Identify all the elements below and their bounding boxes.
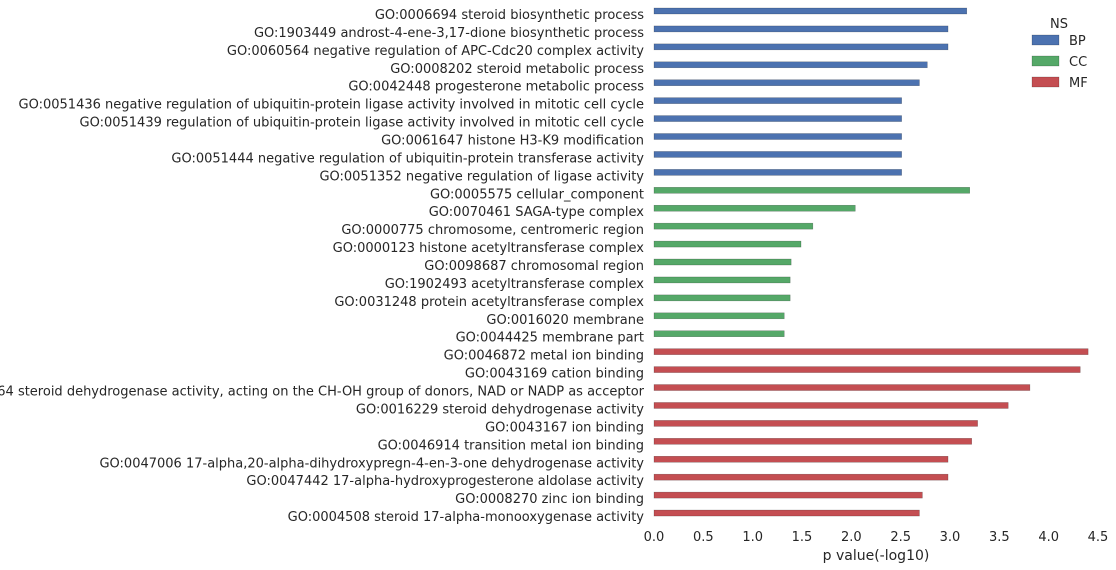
category-label: GO:0098687 chromosomal region	[424, 259, 644, 274]
category-label: GO:0000123 histone acetyltransferase com…	[333, 241, 645, 256]
bar-mf	[653, 402, 1009, 409]
category-label: GO:0051439 regulation of ubiquitin-prote…	[80, 116, 644, 131]
bar-mf	[653, 438, 972, 445]
x-axis-label: p value(-log10)	[823, 548, 930, 564]
x-tick-label: 3.0	[940, 530, 961, 545]
bar-cc	[653, 222, 814, 230]
category-labels: GO:0006694 steroid biosynthetic process G…	[0, 8, 645, 525]
bar-mf	[653, 509, 920, 517]
bar-mf	[653, 491, 923, 499]
category-label: GO:0070461 SAGA-type complex	[429, 205, 645, 220]
bar-mf	[653, 456, 949, 463]
bar-bp	[653, 169, 902, 176]
x-tick-label: 4.0	[1038, 530, 1059, 545]
x-tick-label: 2.5	[890, 530, 911, 545]
category-label: GO:1903449 androst-4-ene-3,17-dione bios…	[254, 26, 644, 41]
bars	[653, 7, 1089, 517]
x-tick-label: 3.5	[989, 530, 1010, 545]
category-label: GO:0005575 cellular_component	[430, 187, 644, 202]
x-axis-ticks: 0.0 0.5 1.0 1.5 2.0 2.5 3.0 3.5 4.0 4.5	[644, 530, 1109, 545]
category-label: GO:0000775 chromosome, centromeric regio…	[341, 223, 644, 238]
bar-mf	[653, 366, 1081, 373]
category-label: GO:0047006 17-alpha,20-alpha-dihydroxypr…	[99, 456, 644, 471]
category-label: GO:0051436 negative regulation of ubiqui…	[19, 98, 644, 113]
category-label: GO:0006694 steroid biosynthetic process	[375, 8, 644, 23]
category-label: GO:0060564 negative regulation of APC-Cd…	[227, 44, 644, 59]
category-label: GO:0044425 membrane part	[456, 331, 644, 346]
bar-cc	[653, 204, 856, 212]
bar-bp	[653, 79, 920, 86]
bar-cc	[653, 294, 791, 302]
category-label: GO:0031248 protein acetyltransferase com…	[334, 295, 644, 310]
bar-bp	[653, 133, 902, 140]
legend-swatch-mf	[1031, 76, 1060, 88]
bar-bp	[653, 97, 902, 104]
legend-label-mf: MF	[1069, 76, 1088, 91]
bar-bp	[653, 43, 949, 51]
bar-bp	[653, 7, 968, 15]
bar-bp	[653, 25, 949, 33]
category-label: GO:0043169 cation binding	[465, 367, 644, 382]
legend-title: NS	[1050, 17, 1068, 32]
legend: NS BP CC MF	[1031, 17, 1088, 91]
bar-cc	[653, 276, 791, 284]
bar-bp	[653, 115, 902, 122]
bar-bp	[653, 151, 902, 158]
bar-mf	[653, 348, 1089, 355]
bar-cc	[653, 312, 785, 320]
category-label: GO:0008270 zinc ion binding	[455, 492, 644, 507]
category-label: GO:0061647 histone H3-K9 modification	[381, 134, 644, 149]
x-tick-label: 1.0	[742, 530, 763, 545]
category-label: GO:0004508 steroid 17-alpha-monooxygenas…	[288, 510, 645, 525]
bar-cc	[653, 240, 802, 248]
x-tick-label: 4.5	[1088, 530, 1109, 545]
category-label: GO:0016229 steroid dehydrogenase activit…	[356, 402, 644, 417]
legend-swatch-cc	[1031, 55, 1060, 67]
x-tick-label: 1.5	[792, 530, 813, 545]
category-label: GO:0046914 transition metal ion binding	[378, 438, 644, 453]
bar-bp	[653, 61, 928, 69]
bar-cc	[653, 330, 785, 337]
x-tick-label: 0.5	[693, 530, 714, 545]
x-tick-label: 0.0	[644, 530, 665, 545]
category-label: GO:0051444 negative regulation of ubiqui…	[171, 151, 644, 166]
bar-mf	[653, 420, 978, 427]
category-label: GO:0042448 progesterone metabolic proces…	[348, 80, 644, 95]
category-label: GO:0016020 membrane	[486, 313, 644, 328]
category-label: GO:0033764 steroid dehydrogenase activit…	[0, 385, 645, 400]
category-label: GO:0051352 negative regulation of ligase…	[319, 169, 644, 184]
bar-mf	[653, 473, 949, 481]
category-label: GO:1902493 acetyltransferase complex	[385, 277, 645, 292]
category-label: GO:0047442 17-alpha-hydroxyprogesterone …	[246, 474, 644, 489]
category-label: GO:0008202 steroid metabolic process	[390, 62, 644, 77]
legend-swatch-bp	[1031, 34, 1060, 46]
bar-cc	[653, 187, 970, 194]
category-label: GO:0046872 metal ion binding	[444, 349, 644, 364]
legend-label-cc: CC	[1069, 55, 1087, 70]
category-label: GO:0043167 ion binding	[485, 420, 644, 435]
legend-label-bp: BP	[1069, 34, 1086, 49]
x-tick-label: 2.0	[841, 530, 862, 545]
bar-mf	[653, 384, 1031, 391]
bar-cc	[653, 258, 792, 266]
